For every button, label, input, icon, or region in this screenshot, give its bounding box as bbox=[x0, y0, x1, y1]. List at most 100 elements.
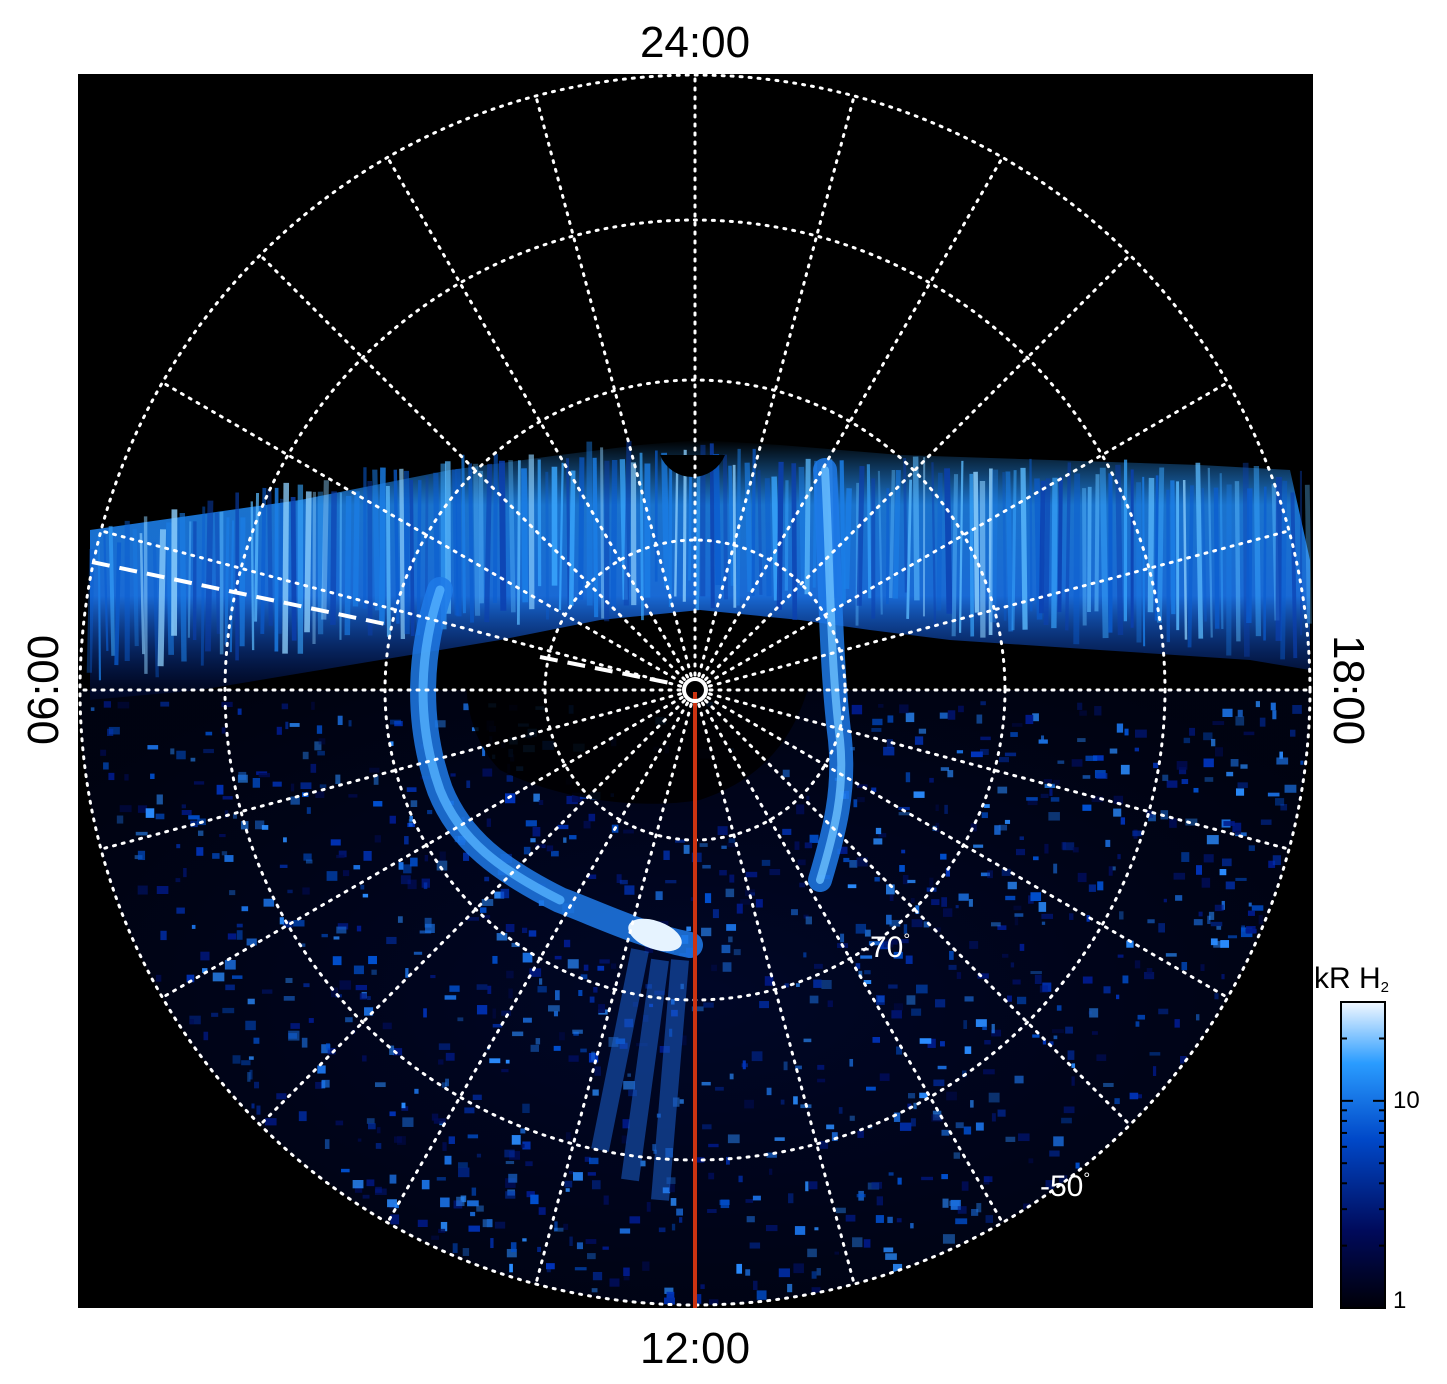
noise-speckle bbox=[1255, 701, 1260, 708]
longitude-spoke bbox=[701, 701, 1004, 1225]
noise-speckle bbox=[980, 748, 989, 755]
noise-speckle bbox=[970, 1100, 974, 1108]
noise-speckle bbox=[508, 1173, 518, 1183]
noise-speckle bbox=[336, 926, 347, 934]
noise-speckle bbox=[487, 985, 492, 994]
noise-speckle bbox=[333, 936, 340, 940]
noise-speckle bbox=[321, 1080, 326, 1089]
noise-speckle bbox=[569, 835, 577, 840]
noise-speckle bbox=[1023, 1203, 1031, 1212]
noise-speckle bbox=[1163, 898, 1167, 903]
noise-speckle bbox=[1030, 892, 1042, 902]
noise-speckle bbox=[1134, 747, 1140, 752]
noise-speckle bbox=[367, 996, 371, 1000]
band-streak bbox=[508, 460, 516, 613]
noise-speckle bbox=[889, 919, 901, 927]
band-streak bbox=[568, 470, 576, 606]
noise-speckle bbox=[261, 989, 273, 994]
noise-speckle bbox=[1124, 728, 1129, 736]
noise-speckle bbox=[463, 703, 469, 711]
noise-speckle bbox=[492, 1023, 503, 1028]
noise-speckle bbox=[254, 1081, 260, 1089]
noise-speckle bbox=[1219, 869, 1227, 876]
noise-speckle bbox=[1019, 836, 1024, 841]
noise-speckle bbox=[317, 750, 325, 756]
noise-speckle bbox=[191, 924, 196, 929]
noise-speckle bbox=[955, 1122, 964, 1129]
noise-speckle bbox=[1117, 854, 1121, 860]
noise-speckle bbox=[1272, 710, 1277, 720]
noise-speckle bbox=[553, 1227, 564, 1232]
noise-speckle bbox=[200, 951, 210, 961]
noise-speckle bbox=[759, 1001, 770, 1009]
band-streak bbox=[1304, 484, 1312, 624]
noise-speckle bbox=[918, 728, 927, 734]
noise-speckle bbox=[1092, 755, 1104, 761]
band-streak bbox=[1290, 492, 1298, 659]
noise-speckle bbox=[481, 899, 494, 906]
noise-speckle bbox=[864, 970, 871, 975]
noise-speckle bbox=[563, 837, 567, 843]
noise-speckle bbox=[702, 864, 711, 869]
colorbar-ticks bbox=[1341, 1001, 1385, 1309]
noise-speckle bbox=[532, 827, 541, 837]
noise-speckle bbox=[745, 1199, 754, 1203]
noise-speckle bbox=[893, 951, 903, 959]
noise-speckle bbox=[1227, 935, 1238, 939]
noise-speckle bbox=[1210, 938, 1218, 946]
noise-speckle bbox=[1005, 1136, 1016, 1142]
noise-speckle bbox=[888, 1172, 894, 1176]
pole-marker bbox=[682, 677, 708, 703]
noise-speckle bbox=[108, 772, 115, 781]
noise-speckle bbox=[722, 962, 732, 972]
noise-speckle bbox=[1015, 848, 1026, 856]
noise-speckle bbox=[1082, 976, 1093, 984]
noise-speckle bbox=[1134, 960, 1141, 969]
band-streak bbox=[187, 521, 192, 638]
noise-speckle bbox=[1235, 877, 1247, 881]
noise-speckle bbox=[805, 916, 812, 925]
noise-speckle bbox=[1053, 1035, 1058, 1040]
noise-speckle bbox=[221, 727, 226, 734]
noise-speckle bbox=[916, 984, 928, 994]
noise-speckle bbox=[317, 1065, 326, 1074]
noise-speckle bbox=[764, 976, 774, 986]
noise-speckle bbox=[592, 1271, 603, 1281]
noise-speckle bbox=[889, 894, 894, 901]
noise-speckle bbox=[1016, 996, 1027, 1005]
noise-speckle bbox=[1082, 775, 1091, 779]
noise-speckle bbox=[529, 968, 542, 977]
noise-speckle bbox=[1096, 1054, 1107, 1061]
local-time-label-bottom: 12:00 bbox=[640, 1324, 750, 1373]
noise-speckle bbox=[1175, 895, 1183, 901]
longitude-spoke bbox=[706, 381, 1230, 684]
noise-speckle bbox=[1189, 727, 1196, 736]
noise-speckle bbox=[826, 1124, 835, 1130]
noise-speckle bbox=[522, 1141, 531, 1150]
noise-speckle bbox=[400, 875, 411, 885]
dawn-arc-core bbox=[418, 585, 565, 905]
band-streak bbox=[936, 472, 943, 611]
noise-speckle bbox=[176, 750, 186, 760]
noise-speckle bbox=[702, 1124, 712, 1130]
noise-speckle bbox=[1113, 808, 1122, 817]
noise-speckle bbox=[1201, 877, 1211, 888]
band-streak bbox=[784, 480, 789, 591]
noise-speckle bbox=[847, 884, 857, 889]
noise-speckle bbox=[871, 1181, 883, 1189]
noise-speckle bbox=[896, 1218, 902, 1223]
noise-speckle bbox=[1105, 839, 1111, 847]
noise-speckle bbox=[298, 1111, 307, 1122]
noise-speckle bbox=[326, 871, 338, 881]
noise-speckle bbox=[510, 1242, 517, 1253]
noise-speckle bbox=[357, 1138, 362, 1142]
noise-speckle bbox=[248, 1056, 254, 1060]
noise-speckle bbox=[728, 936, 733, 943]
noise-speckle bbox=[222, 1007, 235, 1014]
noise-speckle bbox=[791, 909, 798, 916]
noise-speckle bbox=[719, 870, 727, 876]
noise-speckle bbox=[283, 996, 295, 1001]
noise-speckle bbox=[211, 1012, 219, 1017]
longitude-spoke bbox=[99, 692, 683, 851]
noise-speckle bbox=[1292, 705, 1302, 714]
